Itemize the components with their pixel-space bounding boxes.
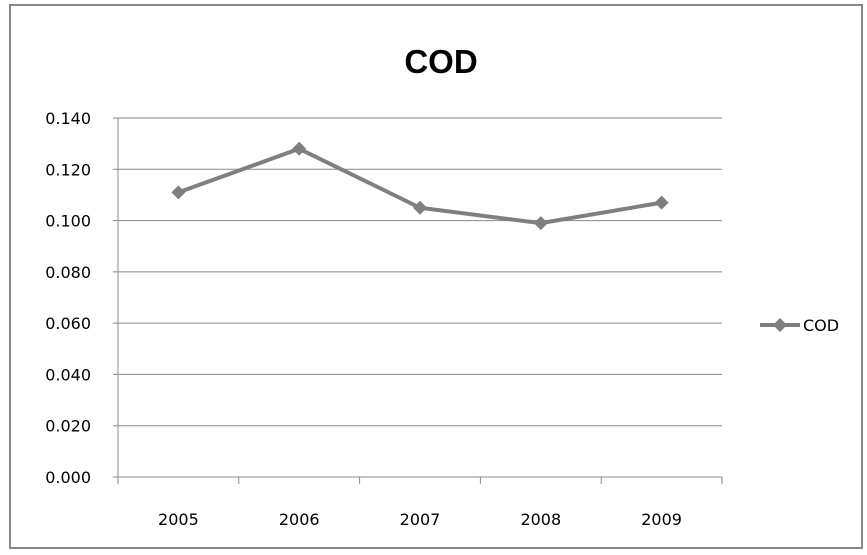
- data-point-2009: [654, 195, 669, 210]
- data-point-2005: [171, 185, 186, 200]
- legend-label-cod: COD: [803, 316, 839, 335]
- y-tick-labels: 0.000 0.020 0.040 0.060 0.080 0.100 0.120 0.140: [45, 109, 91, 487]
- y-tick-label-0.040: 0.040: [45, 365, 91, 384]
- x-tick-label-2008: 2008: [520, 510, 561, 529]
- gridlines: [118, 117, 722, 427]
- chart-title: COD: [404, 43, 477, 80]
- legend-marker-cod: [773, 318, 787, 332]
- x-tick-labels: 2005 2006 2007 2008 2009: [158, 510, 682, 529]
- x-tick-label-2009: 2009: [641, 510, 682, 529]
- axes: [113, 117, 723, 484]
- data-point-2007: [413, 200, 427, 215]
- data-point-2006: [292, 141, 307, 156]
- series-layer: [171, 141, 669, 231]
- data-point-2008: [533, 216, 548, 231]
- legend: COD: [760, 316, 839, 335]
- chart-frame: [9, 4, 863, 549]
- y-tick-label-0.140: 0.140: [45, 109, 91, 128]
- y-tick-label-0.020: 0.020: [45, 417, 91, 436]
- x-tick-label-2007: 2007: [400, 510, 441, 529]
- y-tick-label-0.120: 0.120: [45, 160, 91, 179]
- y-tick-label-0.060: 0.060: [45, 314, 91, 333]
- y-tick-label-0.000: 0.000: [45, 468, 91, 487]
- x-tick-label-2006: 2006: [279, 510, 320, 529]
- y-tick-label-0.080: 0.080: [45, 263, 91, 282]
- x-tick-label-2005: 2005: [158, 510, 199, 529]
- y-tick-label-0.100: 0.100: [45, 212, 91, 231]
